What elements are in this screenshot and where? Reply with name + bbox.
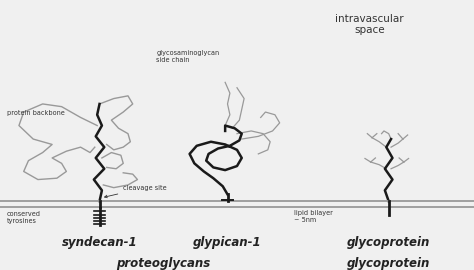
- Text: cleavage site: cleavage site: [105, 185, 167, 198]
- Text: intravascular
space: intravascular space: [336, 14, 404, 35]
- Text: proteoglycans: proteoglycans: [117, 256, 210, 269]
- Text: glycosaminoglycan
side chain: glycosaminoglycan side chain: [156, 50, 219, 63]
- Text: glypican-1: glypican-1: [193, 236, 262, 249]
- Text: glycoprotein: glycoprotein: [347, 256, 430, 269]
- Text: glycoprotein: glycoprotein: [347, 236, 430, 249]
- Text: syndecan-1: syndecan-1: [62, 236, 137, 249]
- Text: conserved
tyrosines: conserved tyrosines: [7, 211, 41, 224]
- Text: lipid bilayer
~ 5nm: lipid bilayer ~ 5nm: [294, 210, 333, 222]
- Text: protein backbone: protein backbone: [7, 110, 65, 116]
